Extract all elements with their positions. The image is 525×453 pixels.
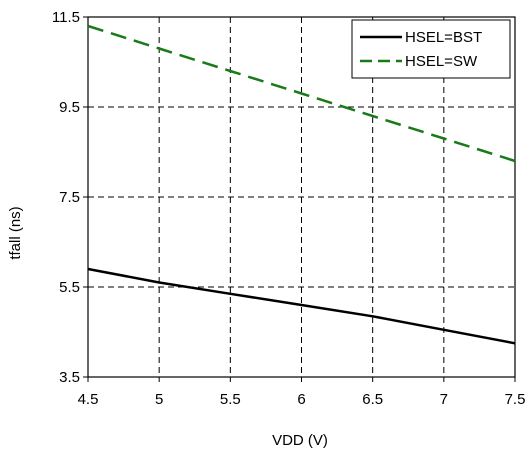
y-tick-label: 5.5 (59, 279, 80, 296)
x-tick-label: 5 (155, 391, 163, 408)
x-axis: 4.5 5 5.5 6 6.5 7 7.5 (78, 377, 525, 408)
y-tick-label: 9.5 (59, 99, 80, 116)
y-tick-label: 7.5 (59, 189, 80, 206)
y-axis: 3.5 5.5 7.5 9.5 11.5 (52, 9, 88, 386)
x-tick-label: 4.5 (78, 391, 99, 408)
legend-label-1: HSEL=BST (405, 29, 482, 46)
series-line-1 (87, 267, 516, 345)
y-tick-label: 3.5 (59, 369, 80, 386)
x-tick-label: 5.5 (220, 391, 241, 408)
x-tick-label: 7.5 (505, 391, 525, 408)
legend-label-2: HSEL=SW (405, 53, 478, 70)
x-tick-label: 6 (297, 391, 305, 408)
x-tick-label: 6.5 (362, 391, 383, 408)
y-axis-title: tfall (ns) (7, 206, 24, 259)
legend-box (351, 19, 511, 79)
x-tick-label: 7 (440, 391, 448, 408)
legend: HSEL=BST HSEL=SW (351, 19, 511, 79)
series-layer (87, 24, 516, 345)
y-tick-label: 11.5 (52, 9, 80, 26)
x-axis-title: VDD (V) (272, 432, 328, 449)
series-line-2 (87, 24, 516, 163)
